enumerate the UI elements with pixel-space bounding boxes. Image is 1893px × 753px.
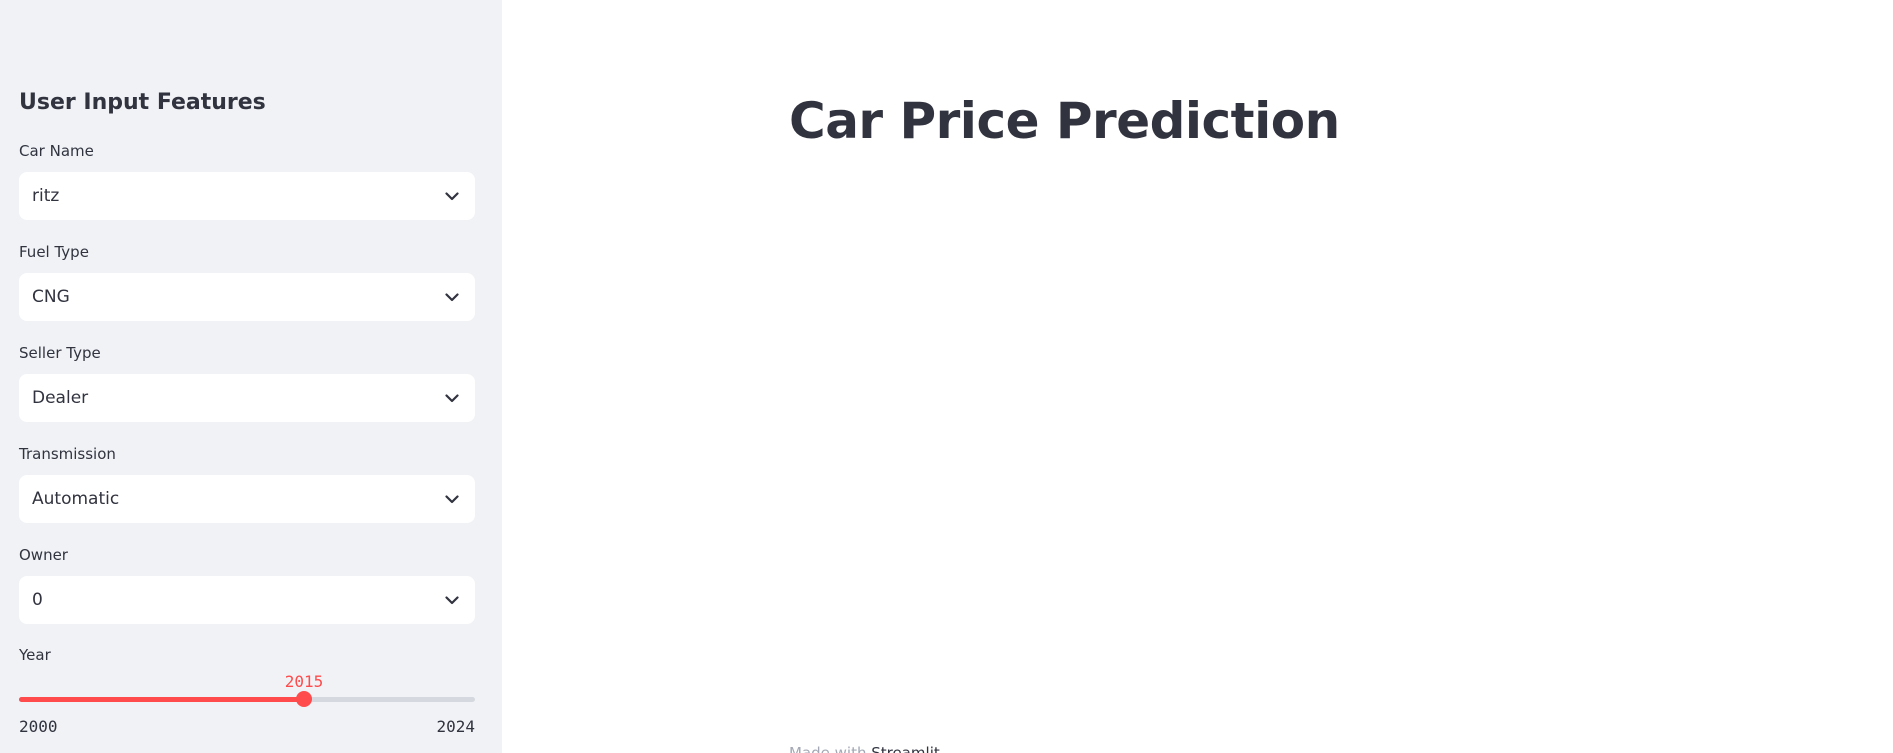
- page-title: Car Price Prediction: [789, 92, 1340, 150]
- year-slider-min: 2000: [19, 717, 58, 736]
- sidebar: User Input Features Car Name ritz Fuel T…: [0, 0, 502, 753]
- transmission-value: Automatic: [32, 489, 120, 509]
- seller-type-select[interactable]: Dealer: [19, 374, 475, 422]
- year-slider-fill: [19, 697, 304, 702]
- year-slider-thumb[interactable]: [296, 691, 312, 707]
- year-slider-track[interactable]: [19, 697, 475, 702]
- streamlit-link[interactable]: Streamlit: [871, 744, 940, 753]
- fuel-type-label: Fuel Type: [19, 243, 89, 261]
- year-slider-field: Year 2015 2000 2024: [19, 645, 475, 745]
- owner-value: 0: [32, 590, 43, 610]
- chevron-down-icon: [443, 389, 461, 407]
- year-slider-max: 2024: [436, 717, 475, 736]
- car-name-select[interactable]: ritz: [19, 172, 475, 220]
- chevron-down-icon: [443, 187, 461, 205]
- chevron-down-icon: [443, 288, 461, 306]
- transmission-label: Transmission: [19, 445, 116, 463]
- car-name-field: Car Name ritz: [19, 141, 475, 220]
- chevron-down-icon: [443, 490, 461, 508]
- seller-type-label: Seller Type: [19, 344, 101, 362]
- transmission-select[interactable]: Automatic: [19, 475, 475, 523]
- transmission-field: Transmission Automatic: [19, 444, 475, 523]
- seller-type-value: Dealer: [32, 388, 89, 408]
- chevron-down-icon: [443, 591, 461, 609]
- sidebar-title: User Input Features: [19, 90, 266, 115]
- owner-field: Owner 0: [19, 545, 475, 624]
- seller-type-field: Seller Type Dealer: [19, 343, 475, 422]
- car-name-label: Car Name: [19, 142, 94, 160]
- fuel-type-select[interactable]: CNG: [19, 273, 475, 321]
- year-slider-value: 2015: [284, 672, 324, 691]
- fuel-type-value: CNG: [32, 287, 70, 307]
- year-label: Year: [19, 646, 51, 664]
- owner-label: Owner: [19, 546, 68, 564]
- fuel-type-field: Fuel Type CNG: [19, 242, 475, 321]
- footer: Made with Streamlit: [789, 744, 940, 753]
- owner-select[interactable]: 0: [19, 576, 475, 624]
- main-content: Car Price Prediction Made with Streamlit: [502, 0, 1893, 753]
- footer-prefix: Made with: [789, 744, 867, 753]
- car-name-value: ritz: [32, 186, 60, 206]
